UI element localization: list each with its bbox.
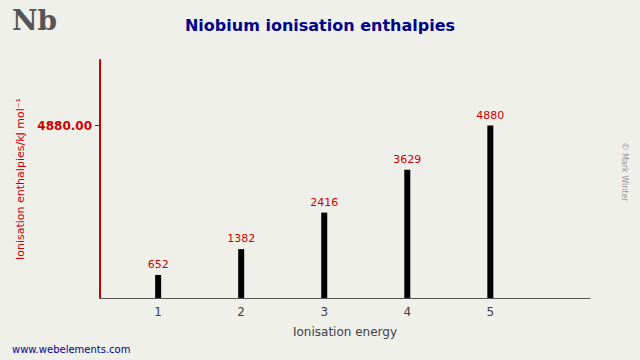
svg-text:3: 3 <box>320 305 328 319</box>
svg-text:3629: 3629 <box>393 153 421 166</box>
svg-text:Ionisation energy: Ionisation energy <box>293 325 397 339</box>
svg-text:4: 4 <box>403 305 411 319</box>
svg-text:© Mark Winter: © Mark Winter <box>620 142 629 202</box>
svg-text:Ionisation enthalpies/kJ mol⁻¹: Ionisation enthalpies/kJ mol⁻¹ <box>14 98 27 260</box>
svg-text:2: 2 <box>237 305 245 319</box>
svg-text:4880: 4880 <box>476 109 504 122</box>
svg-text:Nb: Nb <box>12 4 57 37</box>
svg-text:1: 1 <box>154 305 162 319</box>
svg-text:2416: 2416 <box>310 196 338 209</box>
svg-text:5: 5 <box>487 305 495 319</box>
svg-text:www.webelements.com: www.webelements.com <box>12 344 130 355</box>
svg-text:652: 652 <box>148 258 169 271</box>
svg-text:1382: 1382 <box>227 232 255 245</box>
svg-text:Niobium ionisation enthalpies: Niobium ionisation enthalpies <box>185 16 455 35</box>
svg-text:4880.00: 4880.00 <box>37 119 92 133</box>
